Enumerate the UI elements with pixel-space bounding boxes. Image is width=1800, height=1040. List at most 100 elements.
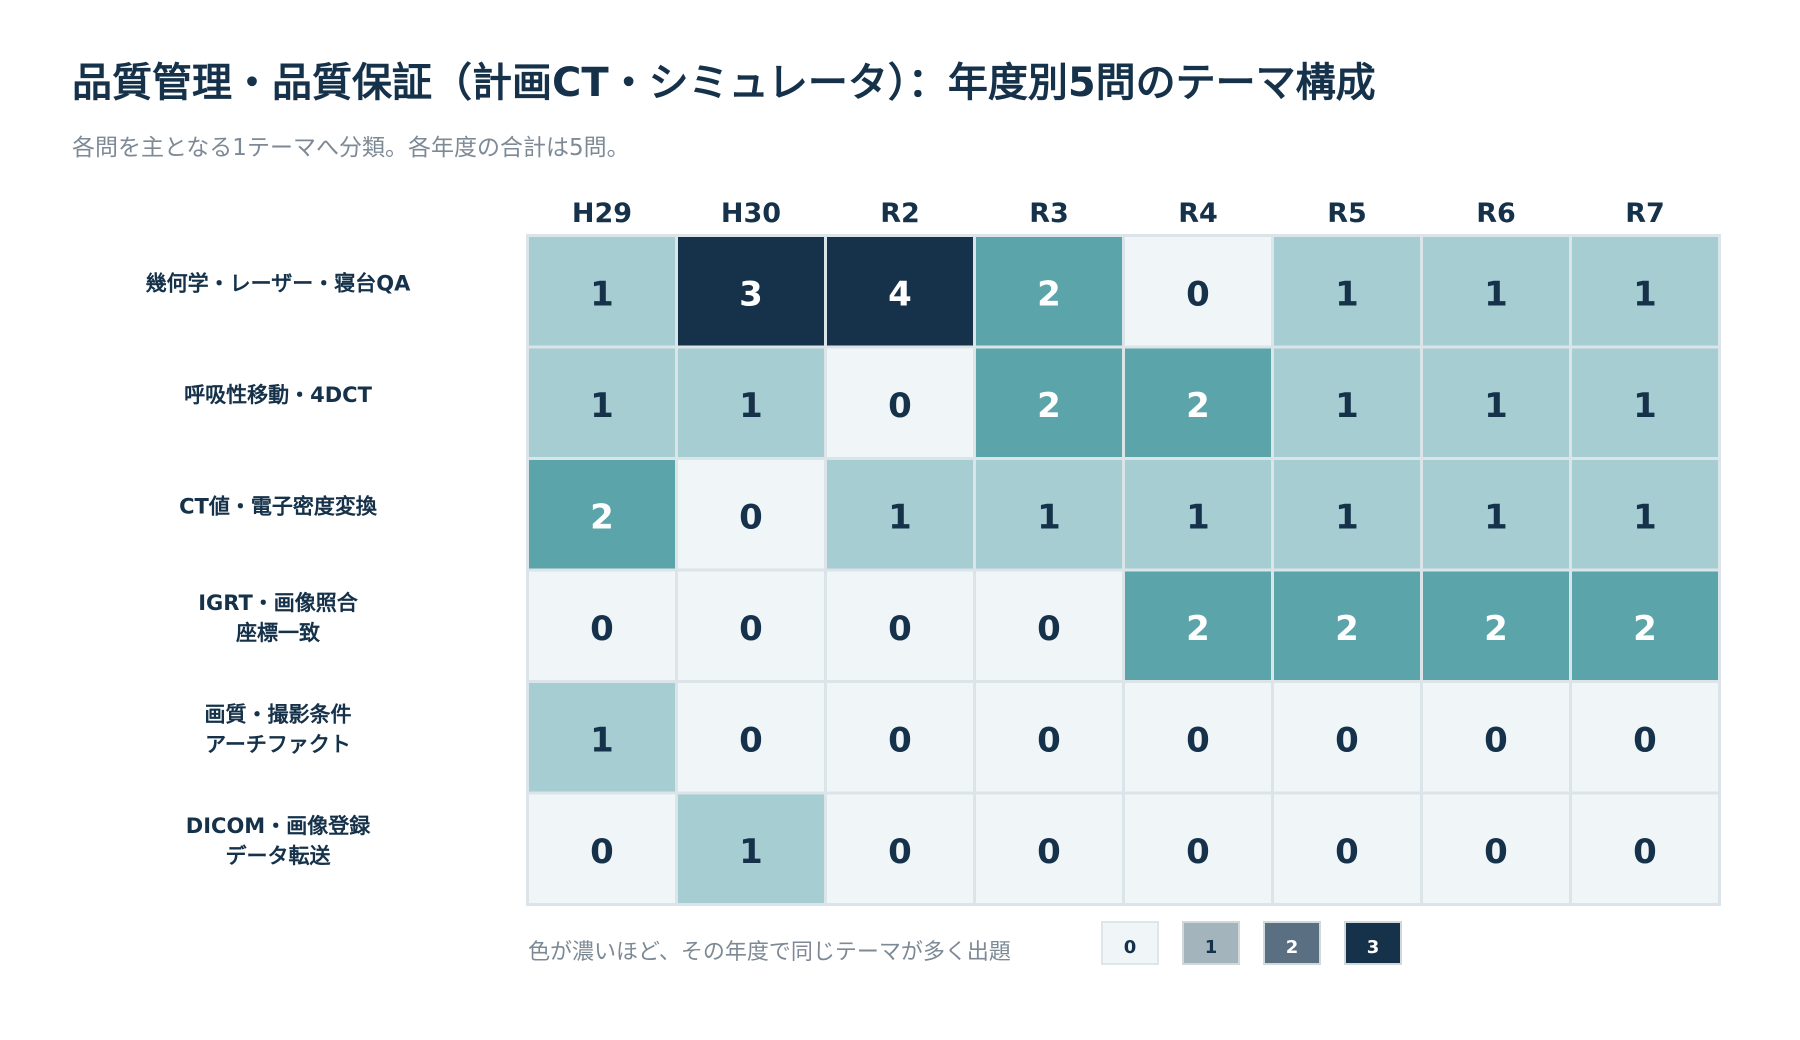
heatmap-cell xyxy=(1572,460,1718,569)
heatmap-cell xyxy=(529,460,675,569)
heatmap-cell xyxy=(1125,237,1271,346)
heatmap-cell xyxy=(976,571,1122,680)
chart-title: 品質管理・品質保証（計画CT・シミュレータ）：年度別5問のテーマ構成 xyxy=(72,60,1376,106)
cell-value-label: 1 xyxy=(590,274,614,314)
heatmap-cell xyxy=(529,348,675,457)
legend-swatch-1: 1 xyxy=(1182,921,1240,965)
cell-value-label: 1 xyxy=(1484,386,1508,426)
heatmap-cell xyxy=(529,794,675,903)
row-label: IGRT・画像照合 xyxy=(198,591,359,615)
cell-value-label: 1 xyxy=(1335,274,1359,314)
heatmap-cell xyxy=(1423,794,1569,903)
cell-value-label: 2 xyxy=(1186,386,1210,426)
cell-value-label: 2 xyxy=(590,497,614,537)
cell-value-label: 0 xyxy=(1633,832,1657,872)
cell-value-label: 2 xyxy=(1484,609,1508,649)
heatmap-cell xyxy=(1125,794,1271,903)
cell-value-label: 1 xyxy=(1335,386,1359,426)
legend-swatch-2: 2 xyxy=(1263,921,1321,965)
cell-value-label: 0 xyxy=(739,609,763,649)
cell-value-label: 0 xyxy=(888,832,912,872)
heatmap-cell xyxy=(1274,237,1420,346)
cell-value-label: 2 xyxy=(1037,274,1061,314)
cell-value-label: 0 xyxy=(590,609,614,649)
legend-swatch-0: 0 xyxy=(1101,921,1159,965)
cell-value-label: 1 xyxy=(1633,497,1657,537)
column-label: R6 xyxy=(1476,198,1516,229)
row-label: アーチファクト xyxy=(205,732,351,756)
heatmap-cell xyxy=(1274,348,1420,457)
cell-value-label: 0 xyxy=(1335,832,1359,872)
heatmap-cell xyxy=(529,683,675,792)
cell-value-label: 1 xyxy=(739,386,763,426)
heatmap-cell xyxy=(1125,460,1271,569)
heatmap-cell xyxy=(827,348,973,457)
cell-value-label: 0 xyxy=(888,386,912,426)
row-label: 幾何学・レーザー・寝台QA xyxy=(146,271,411,295)
heatmap-cell xyxy=(1423,348,1569,457)
cell-value-label: 0 xyxy=(1037,720,1061,760)
cell-value-label: 1 xyxy=(888,497,912,537)
cell-value-label: 1 xyxy=(1633,274,1657,314)
heatmap-cell xyxy=(678,683,824,792)
heatmap-cell xyxy=(976,237,1122,346)
heatmap-cell xyxy=(1423,571,1569,680)
heatmap-cell xyxy=(976,460,1122,569)
cell-value-label: 0 xyxy=(739,720,763,760)
row-label: DICOM・画像登録 xyxy=(186,814,371,838)
cell-value-label: 1 xyxy=(590,386,614,426)
cell-value-label: 0 xyxy=(590,832,614,872)
row-label: 座標一致 xyxy=(236,621,321,645)
cell-value-label: 0 xyxy=(1037,609,1061,649)
cell-value-label: 0 xyxy=(1484,832,1508,872)
row-label: 呼吸性移動・4DCT xyxy=(184,383,372,407)
heatmap-cell xyxy=(529,571,675,680)
heatmap-cell xyxy=(1274,683,1420,792)
row-label: データ転送 xyxy=(226,844,332,868)
cell-value-label: 4 xyxy=(888,274,912,314)
heatmap-cell xyxy=(1274,571,1420,680)
column-label: R5 xyxy=(1327,198,1367,229)
heatmap-cell xyxy=(1572,683,1718,792)
cell-value-label: 1 xyxy=(590,720,614,760)
column-label: H29 xyxy=(572,198,632,229)
heatmap-cell xyxy=(678,237,824,346)
cell-value-label: 1 xyxy=(1484,497,1508,537)
heatmap-cell xyxy=(678,571,824,680)
heatmap-cell xyxy=(1125,571,1271,680)
column-label: R2 xyxy=(880,198,920,229)
cell-value-label: 0 xyxy=(1186,832,1210,872)
cell-value-label: 1 xyxy=(1484,274,1508,314)
row-label: CT値・電子密度変換 xyxy=(179,494,378,518)
cell-value-label: 1 xyxy=(739,832,763,872)
column-label: H30 xyxy=(721,198,781,229)
heatmap-cell xyxy=(976,794,1122,903)
heatmap-cell xyxy=(976,683,1122,792)
heatmap-cell xyxy=(827,571,973,680)
legend-swatch-3: 3 xyxy=(1344,921,1402,965)
row-label: 画質・撮影条件 xyxy=(205,702,352,726)
column-label: R3 xyxy=(1029,198,1069,229)
cell-value-label: 2 xyxy=(1186,609,1210,649)
cell-value-label: 1 xyxy=(1335,497,1359,537)
heatmap-grid-frame xyxy=(526,234,1721,906)
heatmap-cell xyxy=(976,348,1122,457)
heatmap-cell xyxy=(1125,348,1271,457)
heatmap-cell xyxy=(1274,460,1420,569)
cell-value-label: 0 xyxy=(1186,720,1210,760)
heatmap-cell xyxy=(1125,683,1271,792)
cell-value-label: 0 xyxy=(1335,720,1359,760)
heatmap-cell xyxy=(827,683,973,792)
heatmap-cell xyxy=(1423,237,1569,346)
cell-value-label: 0 xyxy=(1186,274,1210,314)
cell-value-label: 0 xyxy=(739,497,763,537)
heatmap-cell xyxy=(678,794,824,903)
heatmap-cell xyxy=(529,237,675,346)
heatmap-cell xyxy=(678,460,824,569)
cell-value-label: 0 xyxy=(1633,720,1657,760)
heatmap-cell xyxy=(1423,683,1569,792)
cell-value-label: 0 xyxy=(888,609,912,649)
cell-value-label: 2 xyxy=(1037,386,1061,426)
cell-value-label: 0 xyxy=(1037,832,1061,872)
heatmap-cell xyxy=(827,794,973,903)
